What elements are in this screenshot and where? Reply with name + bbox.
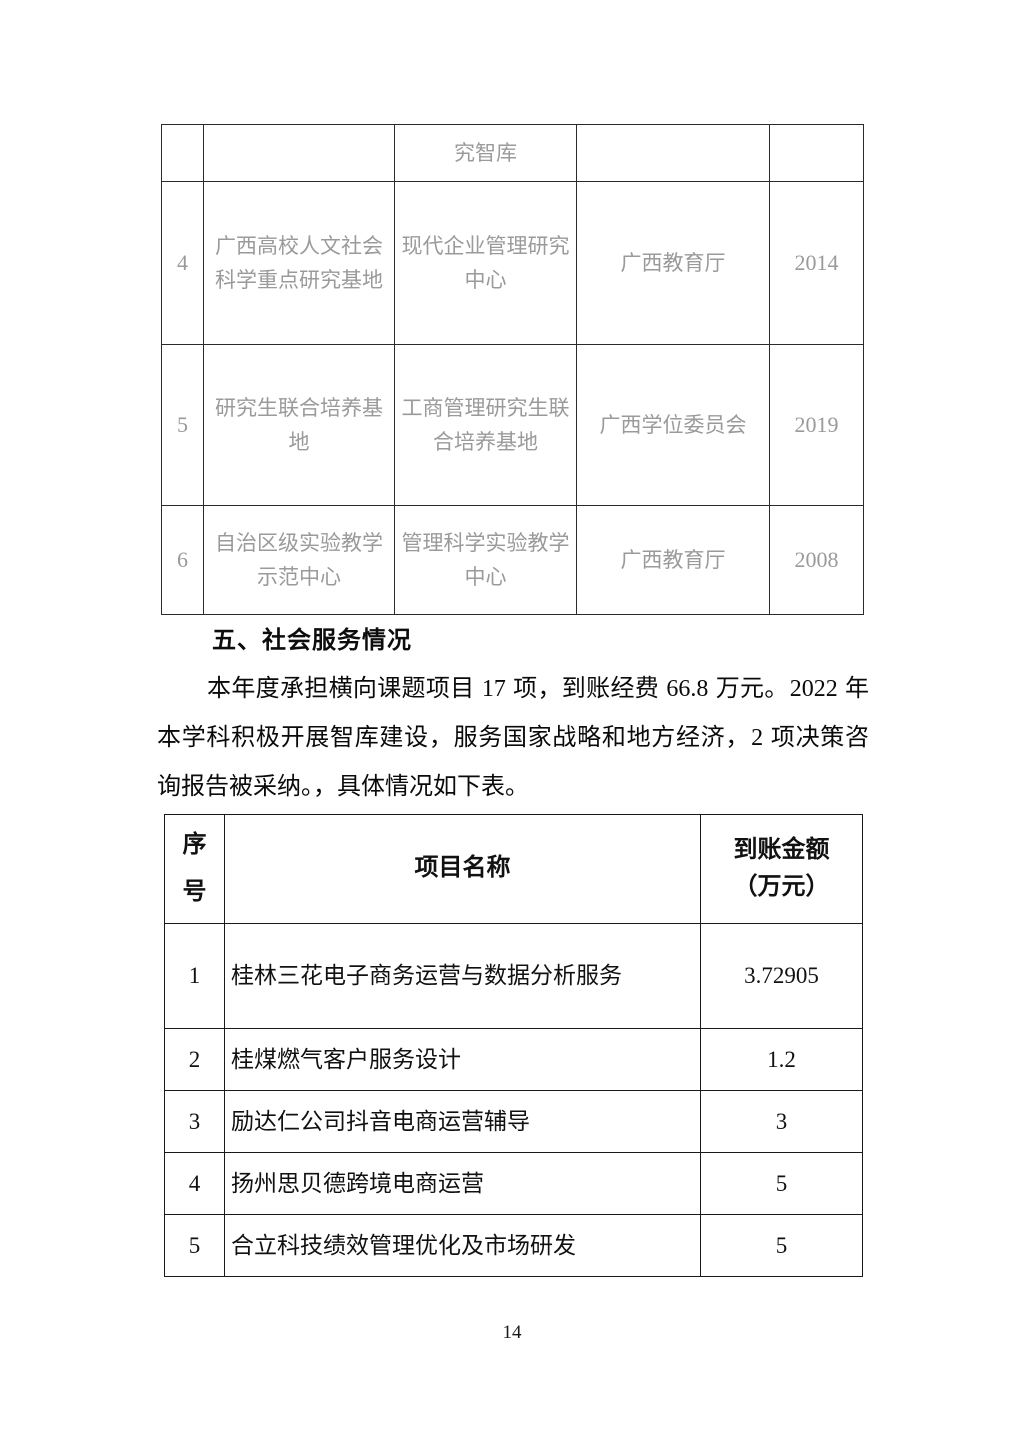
cell-index: 4	[164, 1152, 225, 1215]
header-amount-line1: 到账金额	[733, 836, 830, 863]
cell-category: 研究生联合培养基地	[203, 344, 395, 506]
cell-index: 2	[164, 1028, 225, 1091]
table-row: 4 广西高校人文社会科学重点研究基地 现代企业管理研究中心 广西教育厅 2014	[161, 181, 864, 345]
header-amount-line2: （万元）	[733, 874, 830, 900]
table-row: 2 桂煤燃气客户服务设计 1.2	[164, 1028, 863, 1091]
cell-authority: 广西学位委员会	[576, 344, 770, 506]
table-header-row: 序号 项目名称 到账金额 （万元）	[164, 814, 863, 924]
cell-index: 1	[164, 923, 225, 1029]
header-index-label: 序号	[182, 832, 207, 905]
table-row: 5 研究生联合培养基地 工商管理研究生联合培养基地 广西学位委员会 2019	[161, 344, 864, 506]
paragraph-segment: 本年度承担横向课题项目	[207, 676, 481, 702]
report-count-number: 2	[751, 725, 764, 751]
cell-index: 5	[164, 1214, 225, 1277]
section-heading: 五、社会服务情况	[212, 626, 412, 654]
cell-year	[769, 124, 864, 182]
cell-index: 4	[161, 181, 204, 345]
cell-project-name: 扬州思贝德跨境电商运营	[224, 1152, 701, 1215]
cell-amount: 5	[700, 1214, 863, 1277]
cell-platform-name: 究智库	[394, 124, 577, 182]
cell-platform-name: 工商管理研究生联合培养基地	[394, 344, 577, 506]
cell-index: 5	[161, 344, 204, 506]
cell-project-name: 桂林三花电子商务运营与数据分析服务	[224, 923, 701, 1029]
cell-platform-name: 现代企业管理研究中心	[394, 181, 577, 345]
table-row: 1 桂林三花电子商务运营与数据分析服务 3.72905	[164, 923, 863, 1029]
cell-project-name: 合立科技绩效管理优化及市场研发	[224, 1214, 701, 1277]
table-row: 6 自治区级实验教学示范中心 管理科学实验教学中心 广西教育厅 2008	[161, 505, 864, 615]
header-project-name: 项目名称	[224, 814, 701, 924]
cell-authority: 广西教育厅	[576, 505, 770, 615]
cell-amount: 1.2	[700, 1028, 863, 1091]
cell-year: 2014	[769, 181, 864, 345]
cell-authority	[576, 124, 770, 182]
funding-amount-number: 66.8	[666, 676, 709, 702]
table-row: 4 扬州思贝德跨境电商运营 5	[164, 1152, 863, 1215]
section-paragraph: 本年度承担横向课题项目 17 项，到账经费 66.8 万元。2022 年本学科积…	[157, 665, 869, 812]
page-number: 14	[502, 1322, 522, 1343]
research-platforms-table: 究智库 4 广西高校人文社会科学重点研究基地 现代企业管理研究中心 广西教育厅 …	[161, 124, 864, 615]
paragraph-segment: 年本学科积极开展智库建设，服务国家战略和地方经济，	[157, 676, 870, 751]
table-row: 3 励达仁公司抖音电商运营辅导 3	[164, 1090, 863, 1153]
cell-index	[161, 124, 204, 182]
cell-year: 2008	[769, 505, 864, 615]
paragraph-segment: 项，到账经费	[506, 676, 666, 702]
cell-index: 6	[161, 505, 204, 615]
header-amount: 到账金额 （万元）	[700, 814, 863, 924]
cell-index: 3	[164, 1090, 225, 1153]
cell-category	[203, 124, 395, 182]
cell-amount: 3	[700, 1090, 863, 1153]
cell-project-name: 励达仁公司抖音电商运营辅导	[224, 1090, 701, 1153]
table-row: 5 合立科技绩效管理优化及市场研发 5	[164, 1214, 863, 1277]
cell-authority: 广西教育厅	[576, 181, 770, 345]
cell-platform-name: 管理科学实验教学中心	[394, 505, 577, 615]
paragraph-segment: 万元。	[709, 676, 789, 702]
paragraph-segment: 项决策咨询报告被采纳。，具体情况如下表。	[157, 725, 870, 800]
cell-category: 广西高校人文社会科学重点研究基地	[203, 181, 395, 345]
social-service-projects-table: 序号 项目名称 到账金额 （万元） 1 桂林三花电子商务运营与数据分析服务 3.…	[164, 814, 863, 1277]
cell-amount: 5	[700, 1152, 863, 1215]
cell-category: 自治区级实验教学示范中心	[203, 505, 395, 615]
project-count-number: 17	[481, 676, 506, 702]
cell-amount: 3.72905	[700, 923, 863, 1029]
year-number: 2022	[789, 676, 838, 702]
header-index: 序号	[164, 814, 225, 924]
table-row: 究智库	[161, 124, 864, 182]
cell-project-name: 桂煤燃气客户服务设计	[224, 1028, 701, 1091]
cell-year: 2019	[769, 344, 864, 506]
